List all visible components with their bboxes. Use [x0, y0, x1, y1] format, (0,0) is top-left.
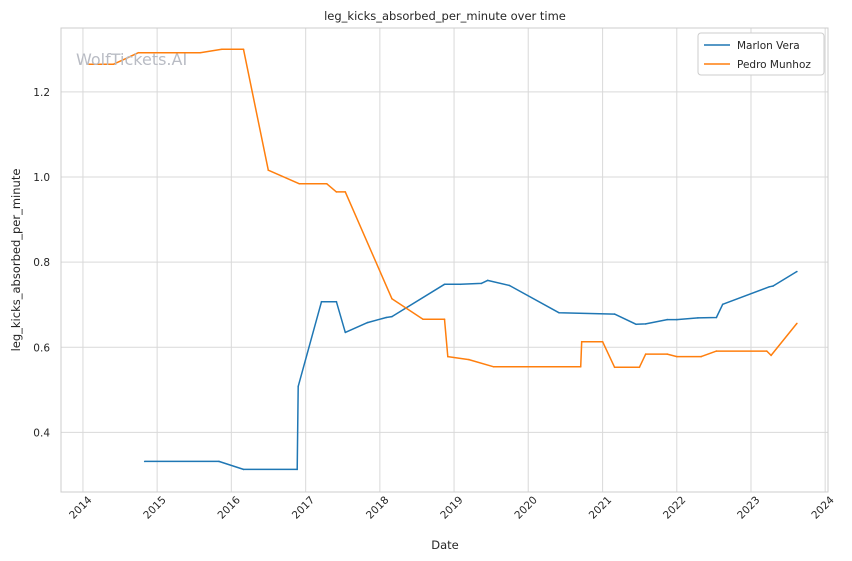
- legend-label-pedro-munhoz: Pedro Munhoz: [737, 59, 811, 71]
- chart-title: leg_kicks_absorbed_per_minute over time: [324, 9, 566, 23]
- data-point-pedro-munhoz: [579, 366, 582, 368]
- series-line-marlon-vera: [144, 270, 798, 471]
- y-tick-label: 1.0: [33, 172, 50, 184]
- data-point-marlon-vera: [459, 283, 462, 286]
- y-tick-label: 0.4: [33, 427, 50, 439]
- data-point-pedro-munhoz: [766, 350, 768, 352]
- plot-frame: [60, 27, 829, 493]
- data-point-pedro-munhoz: [88, 63, 90, 65]
- y-tick-labels: 0.4 0.6 0.8 1.0 1.2: [33, 87, 50, 440]
- data-point-pedro-munhoz: [638, 366, 641, 369]
- data-point-marlon-vera: [335, 300, 338, 303]
- data-point-pedro-munhoz: [468, 358, 470, 361]
- data-point-marlon-vera: [391, 315, 393, 318]
- data-point-marlon-vera: [242, 468, 245, 471]
- data-point-marlon-vera: [644, 323, 647, 325]
- data-point-marlon-vera: [676, 318, 678, 321]
- data-point-marlon-vera: [796, 270, 798, 273]
- data-point-marlon-vera: [721, 303, 724, 306]
- data-point-pedro-munhoz: [391, 297, 393, 300]
- data-point-marlon-vera: [697, 317, 699, 319]
- data-point-marlon-vera: [558, 312, 560, 314]
- data-point-pedro-munhoz: [326, 183, 328, 185]
- data-point-marlon-vera: [366, 321, 369, 324]
- data-point-pedro-munhoz: [796, 322, 798, 325]
- data-point-pedro-munhoz: [137, 51, 140, 54]
- data-point-marlon-vera: [486, 279, 489, 282]
- data-point-marlon-vera: [768, 286, 771, 288]
- data-point-pedro-munhoz: [112, 63, 115, 65]
- data-point-marlon-vera: [508, 284, 511, 287]
- grid: [61, 28, 828, 492]
- data-point-pedro-munhoz: [644, 353, 647, 355]
- watermark: WolfTickets.AI: [76, 50, 187, 69]
- data-point-pedro-munhoz: [492, 366, 495, 368]
- data-point-pedro-munhoz: [676, 355, 678, 358]
- y-tick-label: 1.2: [33, 87, 50, 99]
- legend: Marlon Vera Pedro Munhoz: [697, 32, 825, 76]
- data-point-pedro-munhoz: [715, 350, 718, 352]
- data-point-pedro-munhoz: [770, 354, 772, 357]
- data-point-marlon-vera: [218, 460, 220, 463]
- data-point-marlon-vera: [344, 331, 347, 334]
- data-point-pedro-munhoz: [422, 318, 424, 321]
- data-point-pedro-munhoz: [601, 340, 604, 343]
- series-lines: [88, 48, 798, 471]
- data-point-pedro-munhoz: [580, 340, 583, 343]
- data-point-marlon-vera: [143, 460, 146, 463]
- series-line-pedro-munhoz: [89, 48, 798, 369]
- data-point-marlon-vera: [772, 285, 774, 287]
- data-point-marlon-vera: [296, 468, 299, 471]
- data-point-marlon-vera: [666, 318, 668, 321]
- data-point-marlon-vera: [297, 385, 300, 388]
- data-point-pedro-munhoz: [344, 191, 347, 193]
- data-point-pedro-munhoz: [613, 366, 616, 369]
- data-point-pedro-munhoz: [335, 191, 338, 193]
- data-point-marlon-vera: [480, 282, 483, 285]
- legend-label-marlon-vera: Marlon Vera: [737, 40, 800, 52]
- data-point-marlon-vera: [443, 283, 446, 286]
- data-point-pedro-munhoz: [267, 169, 270, 171]
- data-point-pedro-munhoz: [298, 183, 301, 185]
- y-tick-label: 0.6: [33, 342, 50, 354]
- data-point-pedro-munhoz: [700, 355, 702, 358]
- y-axis-label: leg_kicks_absorbed_per_minute: [9, 169, 23, 352]
- data-point-marlon-vera: [635, 323, 637, 326]
- data-point-pedro-munhoz: [443, 318, 446, 321]
- data-point-marlon-vera: [385, 316, 388, 319]
- data-point-pedro-munhoz: [242, 48, 245, 51]
- y-tick-label: 0.8: [33, 257, 50, 269]
- data-point-pedro-munhoz: [666, 353, 668, 355]
- data-point-marlon-vera: [715, 316, 718, 319]
- data-point-marlon-vera: [320, 300, 323, 303]
- data-point-pedro-munhoz: [447, 355, 449, 358]
- data-point-pedro-munhoz: [221, 48, 223, 51]
- x-axis-label: Date: [431, 538, 459, 552]
- data-point-marlon-vera: [613, 313, 616, 315]
- data-point-pedro-munhoz: [199, 51, 201, 54]
